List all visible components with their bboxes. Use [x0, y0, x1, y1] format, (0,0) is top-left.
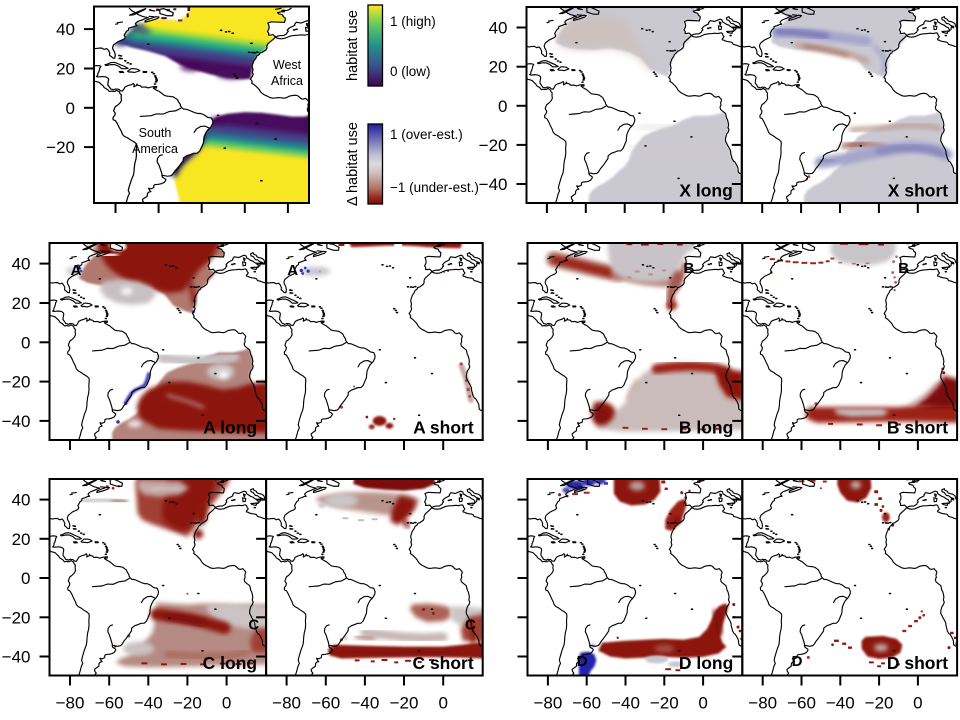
svg-text:−20: −20 [173, 694, 202, 713]
svg-text:−40: −40 [826, 694, 855, 713]
svg-text:B: B [683, 260, 694, 277]
svg-text:0 (low): 0 (low) [390, 64, 431, 79]
svg-text:40: 40 [12, 491, 31, 510]
svg-text:A: A [71, 262, 82, 279]
svg-text:0: 0 [66, 99, 75, 118]
svg-text:1 (over-est.): 1 (over-est.) [390, 127, 463, 142]
svg-text:40: 40 [489, 19, 508, 38]
svg-text:habitat use: habitat use [345, 10, 361, 81]
svg-text:20: 20 [489, 58, 508, 77]
svg-text:−20: −20 [650, 694, 679, 713]
svg-text:C: C [465, 617, 476, 634]
svg-text:0: 0 [21, 333, 30, 352]
svg-text:0: 0 [438, 694, 447, 713]
svg-text:−40: −40 [350, 694, 379, 713]
svg-text:1 (high): 1 (high) [390, 14, 436, 29]
svg-text:20: 20 [12, 294, 31, 313]
svg-text:−1 (under-est.): −1 (under-est.) [390, 180, 479, 195]
svg-text:−40: −40 [479, 175, 508, 194]
svg-text:0: 0 [222, 694, 231, 713]
svg-text:C: C [248, 617, 259, 634]
svg-text:−80: −80 [56, 694, 85, 713]
svg-text:A short: A short [413, 418, 474, 438]
svg-text:−80: −80 [272, 694, 301, 713]
svg-text:−60: −60 [311, 694, 340, 713]
svg-text:C short: C short [412, 653, 473, 673]
svg-text:−80: −80 [533, 694, 562, 713]
svg-text:−80: −80 [748, 694, 777, 713]
svg-text:A long: A long [203, 418, 257, 438]
svg-text:B: B [898, 260, 909, 277]
svg-text:−60: −60 [787, 694, 816, 713]
svg-text:X short: X short [888, 181, 948, 201]
svg-text:−60: −60 [95, 694, 124, 713]
svg-text:C long: C long [203, 653, 257, 673]
svg-text:−40: −40 [611, 694, 640, 713]
svg-text:0: 0 [913, 694, 922, 713]
svg-text:−20: −20 [2, 373, 31, 392]
svg-text:20: 20 [12, 530, 31, 549]
svg-text:−40: −40 [134, 694, 163, 713]
svg-text:−20: −20 [479, 136, 508, 155]
svg-text:40: 40 [56, 20, 75, 39]
svg-text:Δ habitat use: Δ habitat use [345, 122, 361, 206]
svg-text:America: America [132, 142, 178, 156]
svg-text:0: 0 [498, 97, 507, 116]
svg-text:−60: −60 [572, 694, 601, 713]
svg-text:D: D [792, 653, 803, 670]
svg-text:West: West [273, 58, 302, 72]
svg-text:20: 20 [56, 60, 75, 79]
svg-text:−20: −20 [865, 694, 894, 713]
svg-text:D short: D short [887, 653, 948, 673]
svg-text:−20: −20 [390, 694, 419, 713]
svg-text:40: 40 [12, 255, 31, 274]
svg-text:X long: X long [679, 181, 732, 201]
svg-text:0: 0 [698, 694, 707, 713]
svg-text:0: 0 [21, 569, 30, 588]
svg-text:−40: −40 [2, 648, 31, 667]
svg-text:−20: −20 [2, 608, 31, 627]
svg-text:−40: −40 [2, 412, 31, 431]
svg-text:D: D [577, 653, 588, 670]
svg-text:Africa: Africa [271, 74, 303, 88]
svg-text:A: A [287, 262, 298, 279]
svg-text:B short: B short [887, 418, 948, 438]
svg-text:D long: D long [679, 653, 733, 673]
svg-text:South: South [139, 126, 172, 140]
svg-text:−20: −20 [46, 138, 75, 157]
svg-text:B long: B long [679, 418, 733, 438]
